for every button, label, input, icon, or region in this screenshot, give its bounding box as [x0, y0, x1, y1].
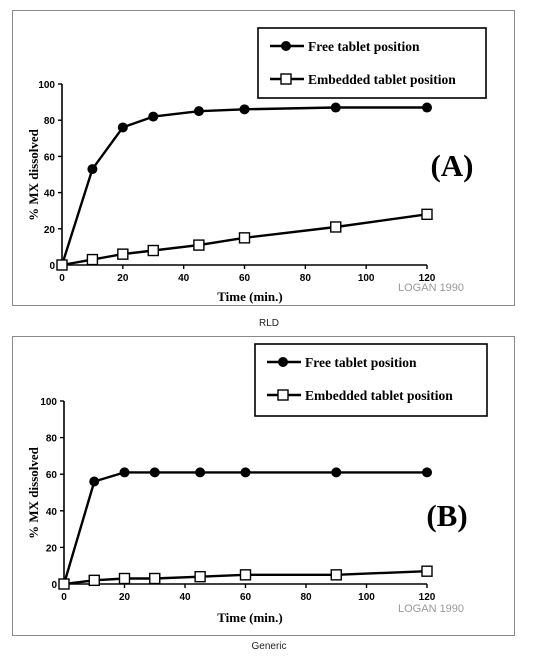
legend-entry-label: Embedded tablet position [308, 72, 456, 87]
data-point-free [195, 467, 206, 478]
data-point-embedded [56, 259, 68, 271]
watermark-text: LOGAN 1990 [398, 282, 464, 294]
legend-marker-embedded [277, 389, 289, 401]
legend-marker-free [278, 357, 288, 367]
data-point-embedded [421, 565, 433, 577]
panel-label: (B) [426, 498, 467, 533]
x-tick-label: 100 [358, 592, 375, 603]
y-axis-label: % MX dissolved [26, 446, 41, 539]
data-point-embedded [330, 569, 342, 581]
y-tick-label: 80 [44, 116, 56, 127]
data-point-embedded [421, 208, 433, 221]
y-tick-label: 100 [38, 80, 55, 91]
data-point-free [422, 467, 432, 478]
legend-box [257, 27, 487, 99]
y-tick-label: 0 [51, 580, 57, 591]
y-axis-label: % MX dissolved [26, 128, 41, 221]
x-tick-label: 120 [419, 273, 436, 284]
data-point-embedded [117, 248, 129, 260]
data-point-free [422, 102, 432, 113]
chart-frame [12, 336, 515, 636]
data-point-free [239, 104, 250, 115]
data-point-embedded [239, 569, 252, 581]
data-point-embedded [86, 253, 99, 266]
data-point-embedded [193, 239, 205, 251]
data-point-free [87, 164, 98, 175]
x-tick-label: 120 [419, 592, 436, 603]
legend-box [254, 343, 488, 417]
x-axis-label: Time (min.) [217, 289, 282, 304]
x-tick-label: 20 [119, 592, 131, 603]
data-point-free [119, 467, 130, 478]
x-tick-label: 40 [178, 273, 190, 284]
data-point-embedded [238, 232, 251, 244]
y-tick-label: 60 [44, 152, 56, 163]
y-tick-label: 60 [46, 470, 58, 481]
series-line-free [60, 106, 427, 266]
figure-caption-b: Generic [251, 641, 287, 652]
data-point-free [89, 476, 100, 487]
legend-entry-label: Embedded tablet position [305, 388, 453, 403]
x-tick-label: 80 [300, 273, 312, 284]
data-point-free [330, 102, 341, 113]
legend-marker-free [281, 41, 291, 51]
legend-marker-embedded [280, 73, 292, 85]
data-point-embedded [147, 244, 159, 257]
y-tick-label: 20 [46, 543, 58, 554]
x-tick-label: 100 [358, 273, 375, 284]
data-point-embedded [118, 572, 131, 585]
chart-panel-b: 0 20 40 60 80 100 0 20 40 60 80 100 120 Time (min.) % … [0, 330, 538, 642]
x-axis-label: Time (min.) [217, 610, 282, 625]
y-tick-label: 40 [46, 507, 58, 518]
data-point-free [193, 106, 204, 117]
legend-entry-label: Free tablet position [308, 39, 420, 54]
data-point-embedded [149, 572, 161, 585]
y-tick-label: 40 [44, 189, 56, 200]
x-tick-label: 60 [239, 273, 251, 284]
figure-caption-a: RLD [258, 318, 279, 329]
x-tick-label: 0 [61, 592, 67, 603]
data-point-free [117, 122, 128, 133]
y-tick-label: 100 [40, 397, 57, 408]
data-point-free [331, 467, 342, 478]
watermark-text: LOGAN 1990 [398, 603, 464, 615]
x-tick-label: 60 [240, 592, 252, 603]
data-point-free [149, 467, 160, 478]
data-point-embedded [58, 578, 70, 590]
data-point-embedded [330, 221, 342, 233]
chart-a-svg: 0 20 40 60 80 100 0 20 40 60 80 100 120 Time (min.) % … [26, 27, 487, 304]
data-point-embedded [88, 574, 100, 587]
chart-b-svg: 0 20 40 60 80 100 0 20 40 60 80 100 120 Time (min.) % … [26, 343, 488, 625]
y-tick-label: 20 [44, 225, 56, 236]
panel-label: (A) [430, 148, 473, 183]
chart-panel-a: 0 20 40 60 80 100 0 20 40 60 80 100 120 Time (min.) % … [0, 0, 538, 316]
data-point-embedded [194, 570, 206, 583]
y-tick-label: 80 [46, 434, 58, 445]
x-tick-label: 40 [179, 592, 191, 603]
series-line-free [62, 471, 427, 585]
chart-frame [12, 10, 515, 306]
data-point-free [148, 111, 159, 122]
x-tick-label: 0 [59, 273, 65, 284]
y-tick-label: 0 [49, 261, 55, 272]
data-point-free [240, 467, 251, 478]
x-tick-label: 80 [300, 592, 312, 603]
x-tick-label: 20 [117, 273, 129, 284]
legend-entry-label: Free tablet position [305, 355, 417, 370]
